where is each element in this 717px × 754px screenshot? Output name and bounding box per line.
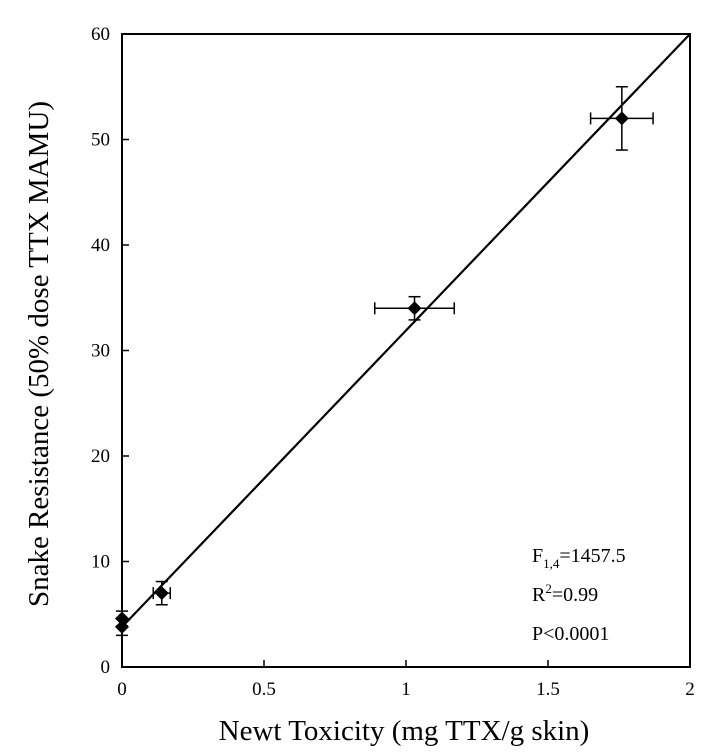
x-axis-title: Newt Toxicity (mg TTX/g skin)	[219, 715, 590, 747]
y-tick-label: 50	[91, 130, 110, 151]
data-point	[374, 295, 456, 321]
y-tick-label: 30	[91, 341, 110, 362]
data-points	[115, 86, 654, 637]
axes	[121, 33, 691, 668]
diamond-marker	[115, 611, 129, 626]
y-tick-label: 40	[91, 235, 110, 256]
diamond-marker	[115, 619, 129, 634]
x-tick-label: 1.5	[536, 679, 560, 700]
diamond-marker	[154, 586, 169, 601]
fit-line-group	[121, 33, 691, 628]
y-axis-title: Snake Resistance (50% dose TTX MAMU)	[23, 101, 55, 607]
y-tick-label: 20	[91, 446, 110, 467]
r-squared-label: R2=0.99	[532, 581, 598, 606]
x-tick-label: 0.5	[252, 679, 276, 700]
stats-annotation: F1,4=1457.5 R2=0.99 P<0.0001	[532, 545, 626, 645]
y-tick-label: 60	[91, 24, 110, 45]
y-tick-label: 0	[101, 657, 111, 678]
diamond-marker	[407, 301, 422, 316]
f-statistic-label: F1,4=1457.5	[532, 545, 626, 571]
p-value-label: P<0.0001	[532, 623, 609, 645]
y-tick-label: 10	[91, 552, 110, 573]
x-tick-label: 1	[401, 679, 411, 700]
x-tick-label: 2	[685, 679, 695, 700]
data-point	[115, 610, 129, 627]
fit-line	[121, 33, 691, 628]
diamond-marker	[614, 111, 629, 126]
data-point	[152, 580, 172, 606]
plot-frame	[121, 33, 691, 668]
x-tick-label: 0	[117, 679, 127, 700]
data-point	[589, 86, 654, 151]
